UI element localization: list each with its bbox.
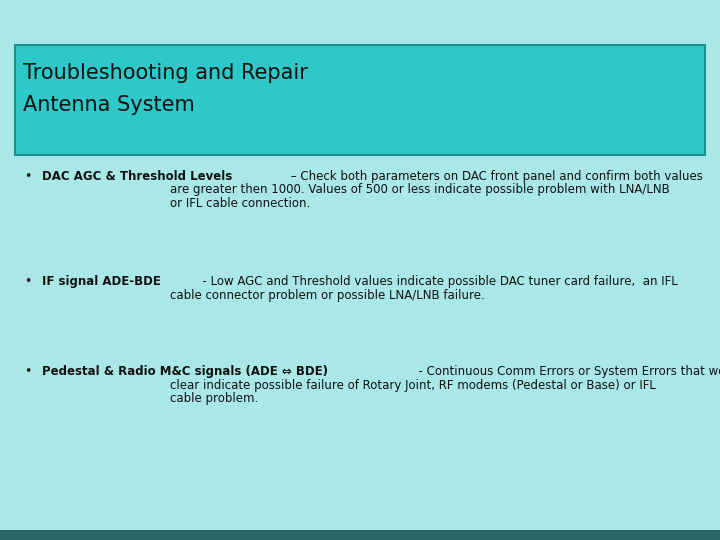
Text: •: •: [24, 275, 32, 288]
Text: •: •: [24, 170, 32, 183]
Text: cable connector problem or possible LNA/LNB failure.: cable connector problem or possible LNA/…: [170, 288, 485, 301]
Text: DAC AGC & Threshold Levels: DAC AGC & Threshold Levels: [42, 170, 233, 183]
Text: are greater then 1000. Values of 500 or less indicate possible problem with LNA/: are greater then 1000. Values of 500 or …: [170, 184, 670, 197]
Text: - Continuous Comm Errors or System Errors that won’t: - Continuous Comm Errors or System Error…: [411, 365, 720, 378]
Text: - Low AGC and Threshold values indicate possible DAC tuner card failure,  an IFL: - Low AGC and Threshold values indicate …: [195, 275, 678, 288]
Text: or IFL cable connection.: or IFL cable connection.: [170, 197, 310, 210]
Text: – Check both parameters on DAC front panel and confirm both values: – Check both parameters on DAC front pan…: [287, 170, 703, 183]
Text: IF signal ADE-BDE: IF signal ADE-BDE: [42, 275, 161, 288]
Text: •: •: [24, 365, 32, 378]
Text: Antenna System: Antenna System: [23, 95, 194, 115]
Text: Pedestal & Radio M&C signals (ADE ⇔ BDE): Pedestal & Radio M&C signals (ADE ⇔ BDE): [42, 365, 328, 378]
Text: clear indicate possible failure of Rotary Joint, RF modems (Pedestal or Base) or: clear indicate possible failure of Rotar…: [170, 379, 656, 392]
FancyBboxPatch shape: [15, 45, 705, 155]
Bar: [0, 530, 720, 540]
Text: Troubleshooting and Repair: Troubleshooting and Repair: [23, 63, 308, 83]
Text: cable problem.: cable problem.: [170, 392, 258, 405]
